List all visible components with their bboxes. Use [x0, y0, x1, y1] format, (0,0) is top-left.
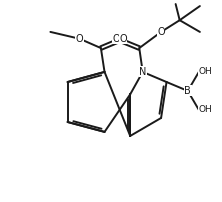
Text: O: O — [119, 34, 127, 44]
Text: B: B — [184, 86, 191, 96]
Text: O: O — [76, 34, 83, 44]
Text: N: N — [139, 67, 146, 77]
Text: OH: OH — [199, 105, 213, 114]
Text: O: O — [113, 34, 120, 44]
Text: O: O — [157, 27, 165, 37]
Text: OH: OH — [199, 67, 213, 76]
